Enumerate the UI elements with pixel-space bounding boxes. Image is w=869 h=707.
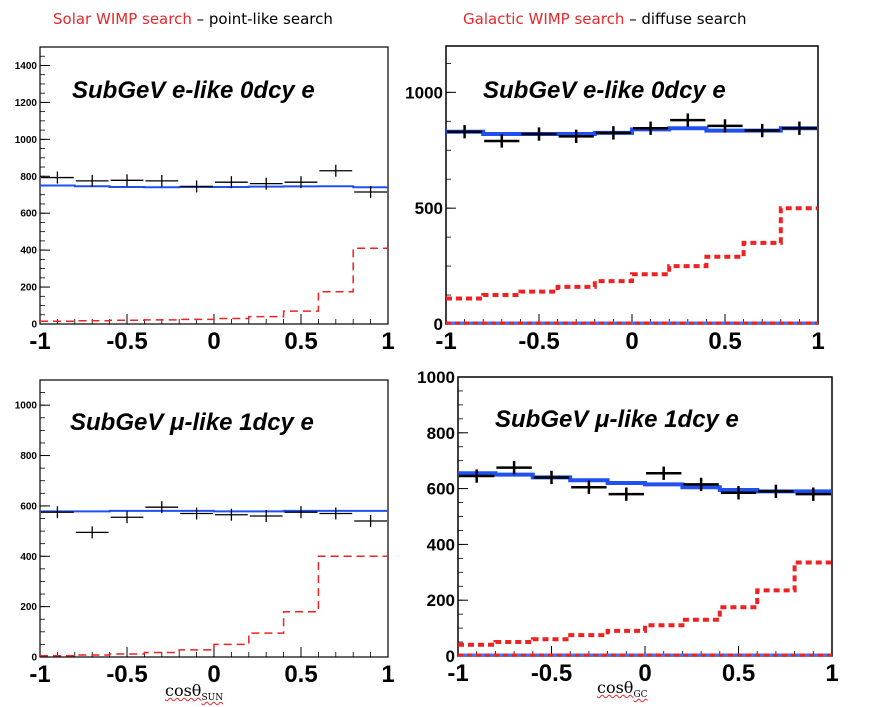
panel-4-mc-hist	[458, 471, 832, 494]
panel-3-xtick-label: 1	[381, 661, 394, 688]
panel-1-ytick-label: 400	[20, 246, 37, 257]
panel-4-ytick-label: 1000	[417, 368, 455, 387]
panel-4-xtick-label: 0	[638, 660, 651, 687]
xlabel-sun-sub: SUN	[201, 693, 224, 704]
panel-1-xtick-label: 0	[207, 328, 220, 355]
heading-galactic-rest: – diffuse search	[624, 10, 747, 28]
panel-2-signal-hist	[446, 206, 818, 301]
xlabel-sun-main: cosθ	[165, 681, 202, 700]
panel-2-xtick-label: 1	[811, 328, 824, 355]
panel-2-xtick-label: 0	[625, 328, 638, 355]
panel-3-title: SubGeV μ-like 1dcy e	[70, 409, 314, 436]
heading-galactic-colored: Galactic WIMP search	[463, 10, 625, 28]
panel-1-xtick-label: -1	[29, 328, 50, 355]
panel-4-title: SubGeV μ-like 1dcy e	[495, 406, 739, 433]
xlabel-gc-sub: GC	[633, 690, 648, 701]
panel-1-xtick-label: -0.5	[106, 328, 147, 355]
xlabel-sun: cosθSUN	[165, 681, 223, 703]
heading-solar-colored: Solar WIMP search	[53, 10, 192, 28]
heading-solar: Solar WIMP search – point-like search	[53, 10, 333, 28]
panel-3-ytick-label: 0	[31, 653, 37, 664]
panel-1-ytick-label: 800	[20, 172, 37, 183]
panel-4-xtick-label: -0.5	[531, 660, 572, 687]
panel-4-xtick-label: -1	[447, 660, 468, 687]
panel-4-xtick-label: 1	[825, 660, 838, 687]
panel-3-xtick-label: 0.5	[284, 661, 317, 688]
panel-2-xtick-label: -0.5	[518, 328, 559, 355]
panel-1-ytick-label: 1200	[15, 98, 38, 109]
panel-3-mc-hist	[40, 509, 388, 513]
panel-3-ytick-label: 200	[20, 602, 37, 613]
panel-2-ytick-label: 500	[415, 199, 443, 218]
panel-3-ytick-label: 400	[20, 552, 37, 563]
panel-4-ytick-label: 0	[446, 647, 455, 666]
panel-2-xtick-label: 0.5	[708, 328, 741, 355]
panel-4-xtick-label: 0.5	[722, 660, 755, 687]
panel-4-ytick-label: 800	[427, 424, 455, 443]
panel-1-ytick-label: 200	[20, 283, 37, 294]
panel-4-ytick-label: 600	[427, 480, 455, 499]
panel-1-xtick-label: 0.5	[284, 328, 317, 355]
panel-3-xtick-label: -0.5	[106, 661, 147, 688]
panel-2-title: SubGeV e-like 0dcy e	[483, 77, 726, 104]
panel-1-ytick-label: 1400	[15, 61, 38, 72]
panel-1-ytick-label: 0	[31, 320, 37, 331]
panel-1-ytick-label: 600	[20, 209, 37, 220]
panel-1-ytick-label: 1000	[15, 135, 38, 146]
panel-1-title: SubGeV e-like 0dcy e	[72, 77, 315, 104]
panel-4-ytick-label: 200	[427, 591, 455, 610]
panel-1-xtick-label: 1	[381, 328, 394, 355]
panel-4-ytick-label: 400	[427, 535, 455, 554]
panel-2-ytick-label: 1000	[405, 83, 443, 102]
panel-3-xtick-label: -1	[29, 661, 50, 688]
panel-3-xtick-label: 0	[207, 661, 220, 688]
panel-3-ytick-label: 600	[20, 501, 37, 512]
panel-2-xtick-label: -1	[435, 328, 456, 355]
panel-3-signal-hist	[40, 555, 388, 657]
panel-3-ytick-label: 1000	[15, 401, 38, 412]
xlabel-gc: cosθGC	[597, 678, 648, 700]
heading-galactic: Galactic WIMP search – diffuse search	[463, 10, 747, 28]
panel-2-ytick-label: 0	[434, 315, 443, 334]
panel-1-mc-hist	[40, 184, 388, 189]
heading-solar-rest: – point-like search	[191, 10, 333, 28]
panel-1-signal-hist	[40, 247, 388, 322]
xlabel-gc-main: cosθ	[597, 678, 634, 697]
panel-4-signal-hist	[458, 560, 832, 647]
panel-3-ytick-label: 800	[20, 451, 37, 462]
